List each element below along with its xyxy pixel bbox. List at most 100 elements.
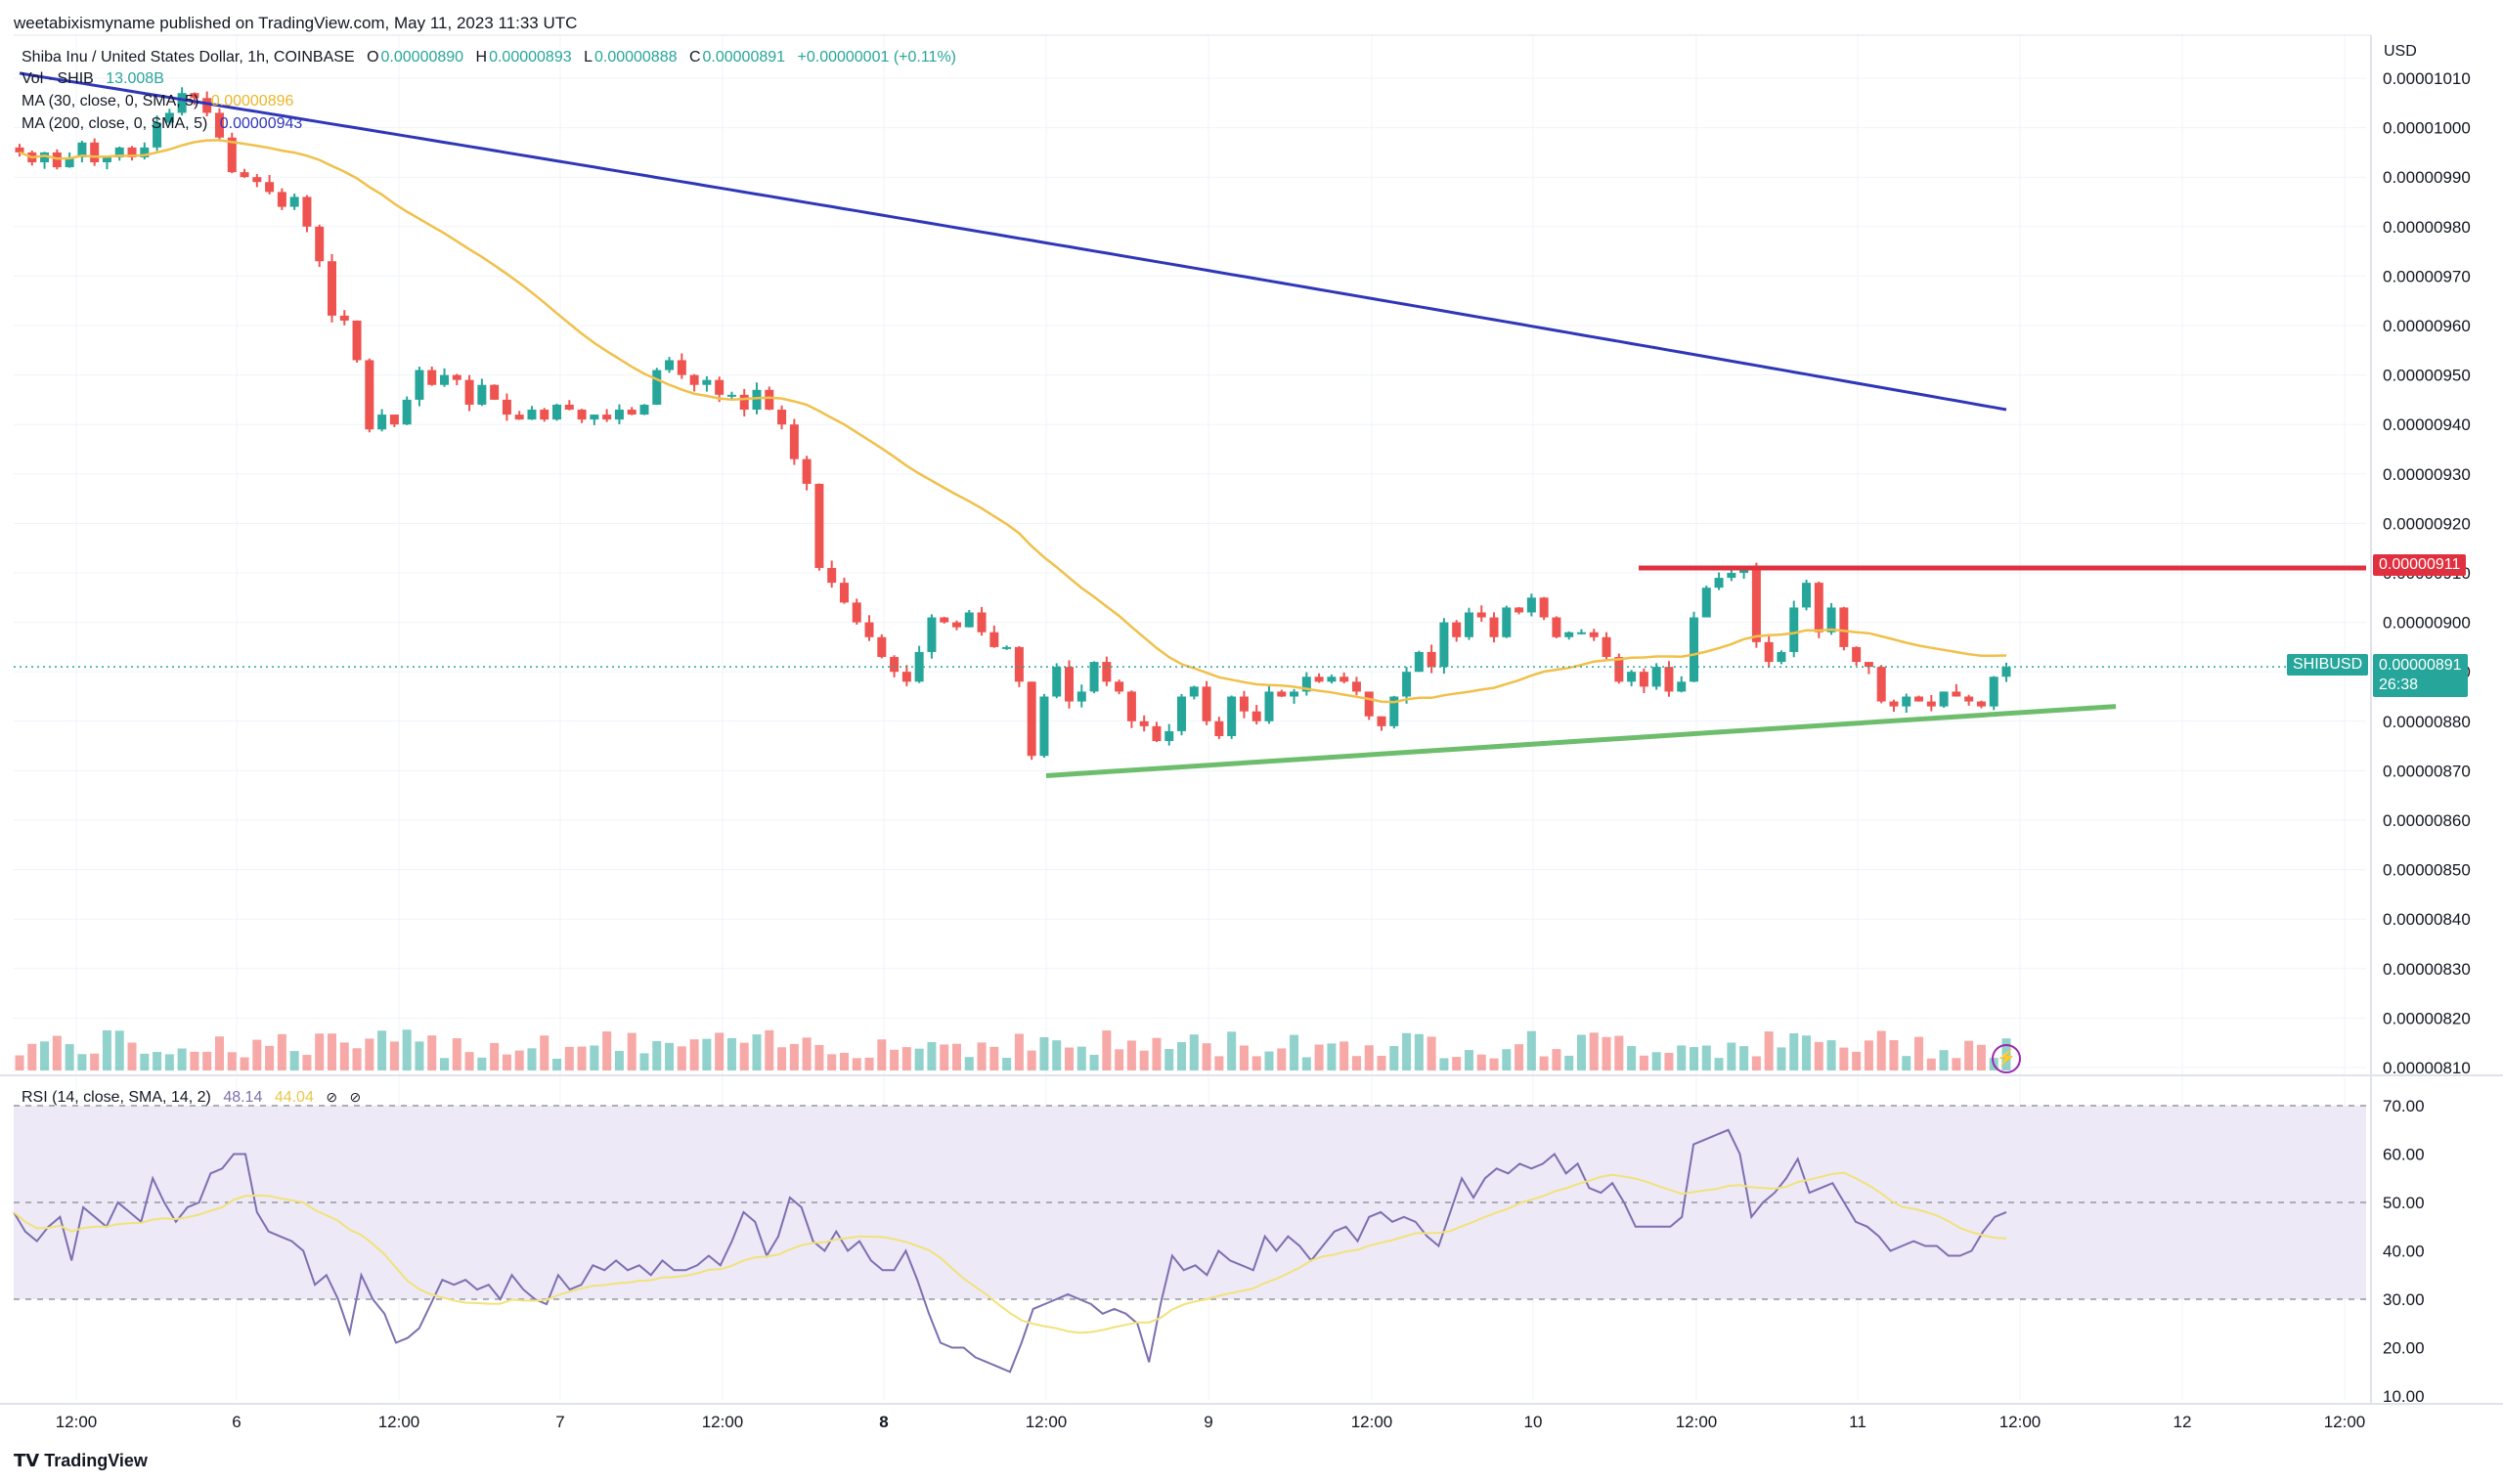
volume-legend[interactable]: Vol · SHIB 13.008B [22, 70, 172, 88]
candle-body [1976, 701, 1986, 707]
volume-bar [1252, 1056, 1261, 1070]
volume-bar [1089, 1054, 1099, 1070]
volume-bar [1777, 1047, 1786, 1070]
ma30-value: 0.00000896 [210, 93, 294, 109]
candle-body [739, 394, 749, 411]
lightning-icon[interactable]: ⚡ [1992, 1044, 2021, 1073]
candle-body [164, 112, 174, 123]
tradingview-logo[interactable]: 𝗧𝗩 TradingView [14, 1451, 148, 1471]
candle-body [214, 112, 224, 138]
time-tick-label: 10 [1524, 1413, 1543, 1431]
volume-bar [1189, 1034, 1199, 1070]
volume-bar [1389, 1046, 1399, 1070]
volume-bar [1902, 1056, 1911, 1070]
candle-body [315, 226, 325, 262]
volume-bar [177, 1048, 187, 1070]
volume-bar [852, 1058, 861, 1070]
candle-body [1402, 672, 1412, 697]
volume-bar [1515, 1044, 1524, 1070]
candle-body [689, 374, 699, 385]
no-data-icon[interactable]: ⊘ [349, 1089, 362, 1105]
candle-body [1065, 667, 1075, 702]
volume-bar [190, 1051, 199, 1070]
volume-bar [1351, 1056, 1361, 1070]
price-tick-label: 0.00000880 [2383, 713, 2471, 731]
volume-bar [477, 1057, 487, 1070]
candle-body [1164, 730, 1174, 742]
candle-body [440, 374, 450, 385]
volume-bar [527, 1048, 537, 1070]
candle-body [302, 196, 312, 227]
candle-body [1202, 686, 1211, 721]
time-tick-label: 9 [1204, 1413, 1212, 1431]
symbol-tag: SHIBUSD [2287, 654, 2369, 676]
volume-bar [777, 1047, 787, 1070]
candle-body [1914, 696, 1924, 702]
ma200-legend[interactable]: MA (200, close, 0, SMA, 5) 0.00000943 [22, 115, 310, 133]
volume-bar [1502, 1049, 1512, 1070]
candle-body [1027, 681, 1036, 757]
candle-body [1751, 567, 1761, 642]
ma30-line [19, 139, 2007, 704]
candle-body [1239, 696, 1249, 712]
volume-bar [989, 1046, 999, 1070]
last-price: 0.00000891 [2379, 657, 2462, 674]
volume-value: 13.008B [106, 70, 164, 87]
candle-body [15, 147, 24, 153]
volume-bar [1239, 1045, 1249, 1070]
candle-body [1102, 662, 1112, 682]
candle-body [402, 399, 412, 425]
volume-bar [802, 1037, 812, 1070]
candle-body [1677, 681, 1687, 692]
volume-bar [127, 1042, 137, 1070]
rsi-tick-label: 70.00 [2383, 1097, 2425, 1115]
candle-body [490, 384, 500, 400]
candle-body [1889, 701, 1899, 707]
volume-bar [890, 1049, 900, 1070]
candle-body [1589, 632, 1599, 637]
candle-body [1227, 696, 1237, 736]
time-tick-label: 12:00 [1676, 1413, 1718, 1431]
rsi-tick-label: 50.00 [2383, 1194, 2425, 1212]
candle-body [1377, 716, 1386, 726]
candle-body [1339, 677, 1349, 682]
rsi-tick-label: 60.00 [2383, 1146, 2425, 1164]
volume-bar [689, 1039, 699, 1070]
volume-bar [1677, 1045, 1687, 1070]
price-tick-label: 0.00000980 [2383, 218, 2471, 237]
volume-bar [1489, 1058, 1499, 1070]
candle-body [1214, 720, 1224, 736]
ma30-legend[interactable]: MA (30, close, 0, SMA, 5) 0.00000896 [22, 93, 301, 110]
candle-body [1552, 617, 1561, 637]
candle-body [102, 156, 111, 163]
price-tick-label: 0.00000940 [2383, 415, 2471, 434]
candle-body [1690, 617, 1699, 682]
symbol-title[interactable]: Shiba Inu / United States Dollar, 1h, CO… [22, 49, 355, 65]
price-tick-label: 0.00000850 [2383, 861, 2471, 880]
candle-body [265, 182, 275, 193]
symbol-header: Shiba Inu / United States Dollar, 1h, CO… [22, 49, 964, 66]
rsi-legend[interactable]: RSI (14, close, SMA, 14, 2) 48.14 44.04 … [22, 1089, 369, 1107]
volume-bar [1277, 1048, 1287, 1070]
eye-slash-icon[interactable]: ⊘ [326, 1089, 338, 1105]
volume-bar [202, 1051, 212, 1070]
candle-body [365, 360, 374, 430]
rsi-tick-label: 20.00 [2383, 1339, 2425, 1358]
candle-body [1576, 632, 1586, 634]
rsi-value: 48.14 [223, 1089, 263, 1106]
volume-bar [1152, 1037, 1162, 1070]
volume-bar [315, 1033, 325, 1070]
candle-body [65, 156, 74, 168]
volume-bar [577, 1046, 587, 1070]
volume-bar [951, 1043, 961, 1070]
candle-body [502, 399, 511, 415]
ma200-value: 0.00000943 [219, 115, 303, 132]
candle-body [1489, 617, 1499, 637]
candle-body [1177, 696, 1187, 731]
volume-bar [1602, 1036, 1611, 1070]
support-trendline [1045, 704, 2117, 778]
candle-body [777, 410, 787, 425]
volume-bar [1002, 1058, 1012, 1070]
candle-body [789, 424, 799, 459]
